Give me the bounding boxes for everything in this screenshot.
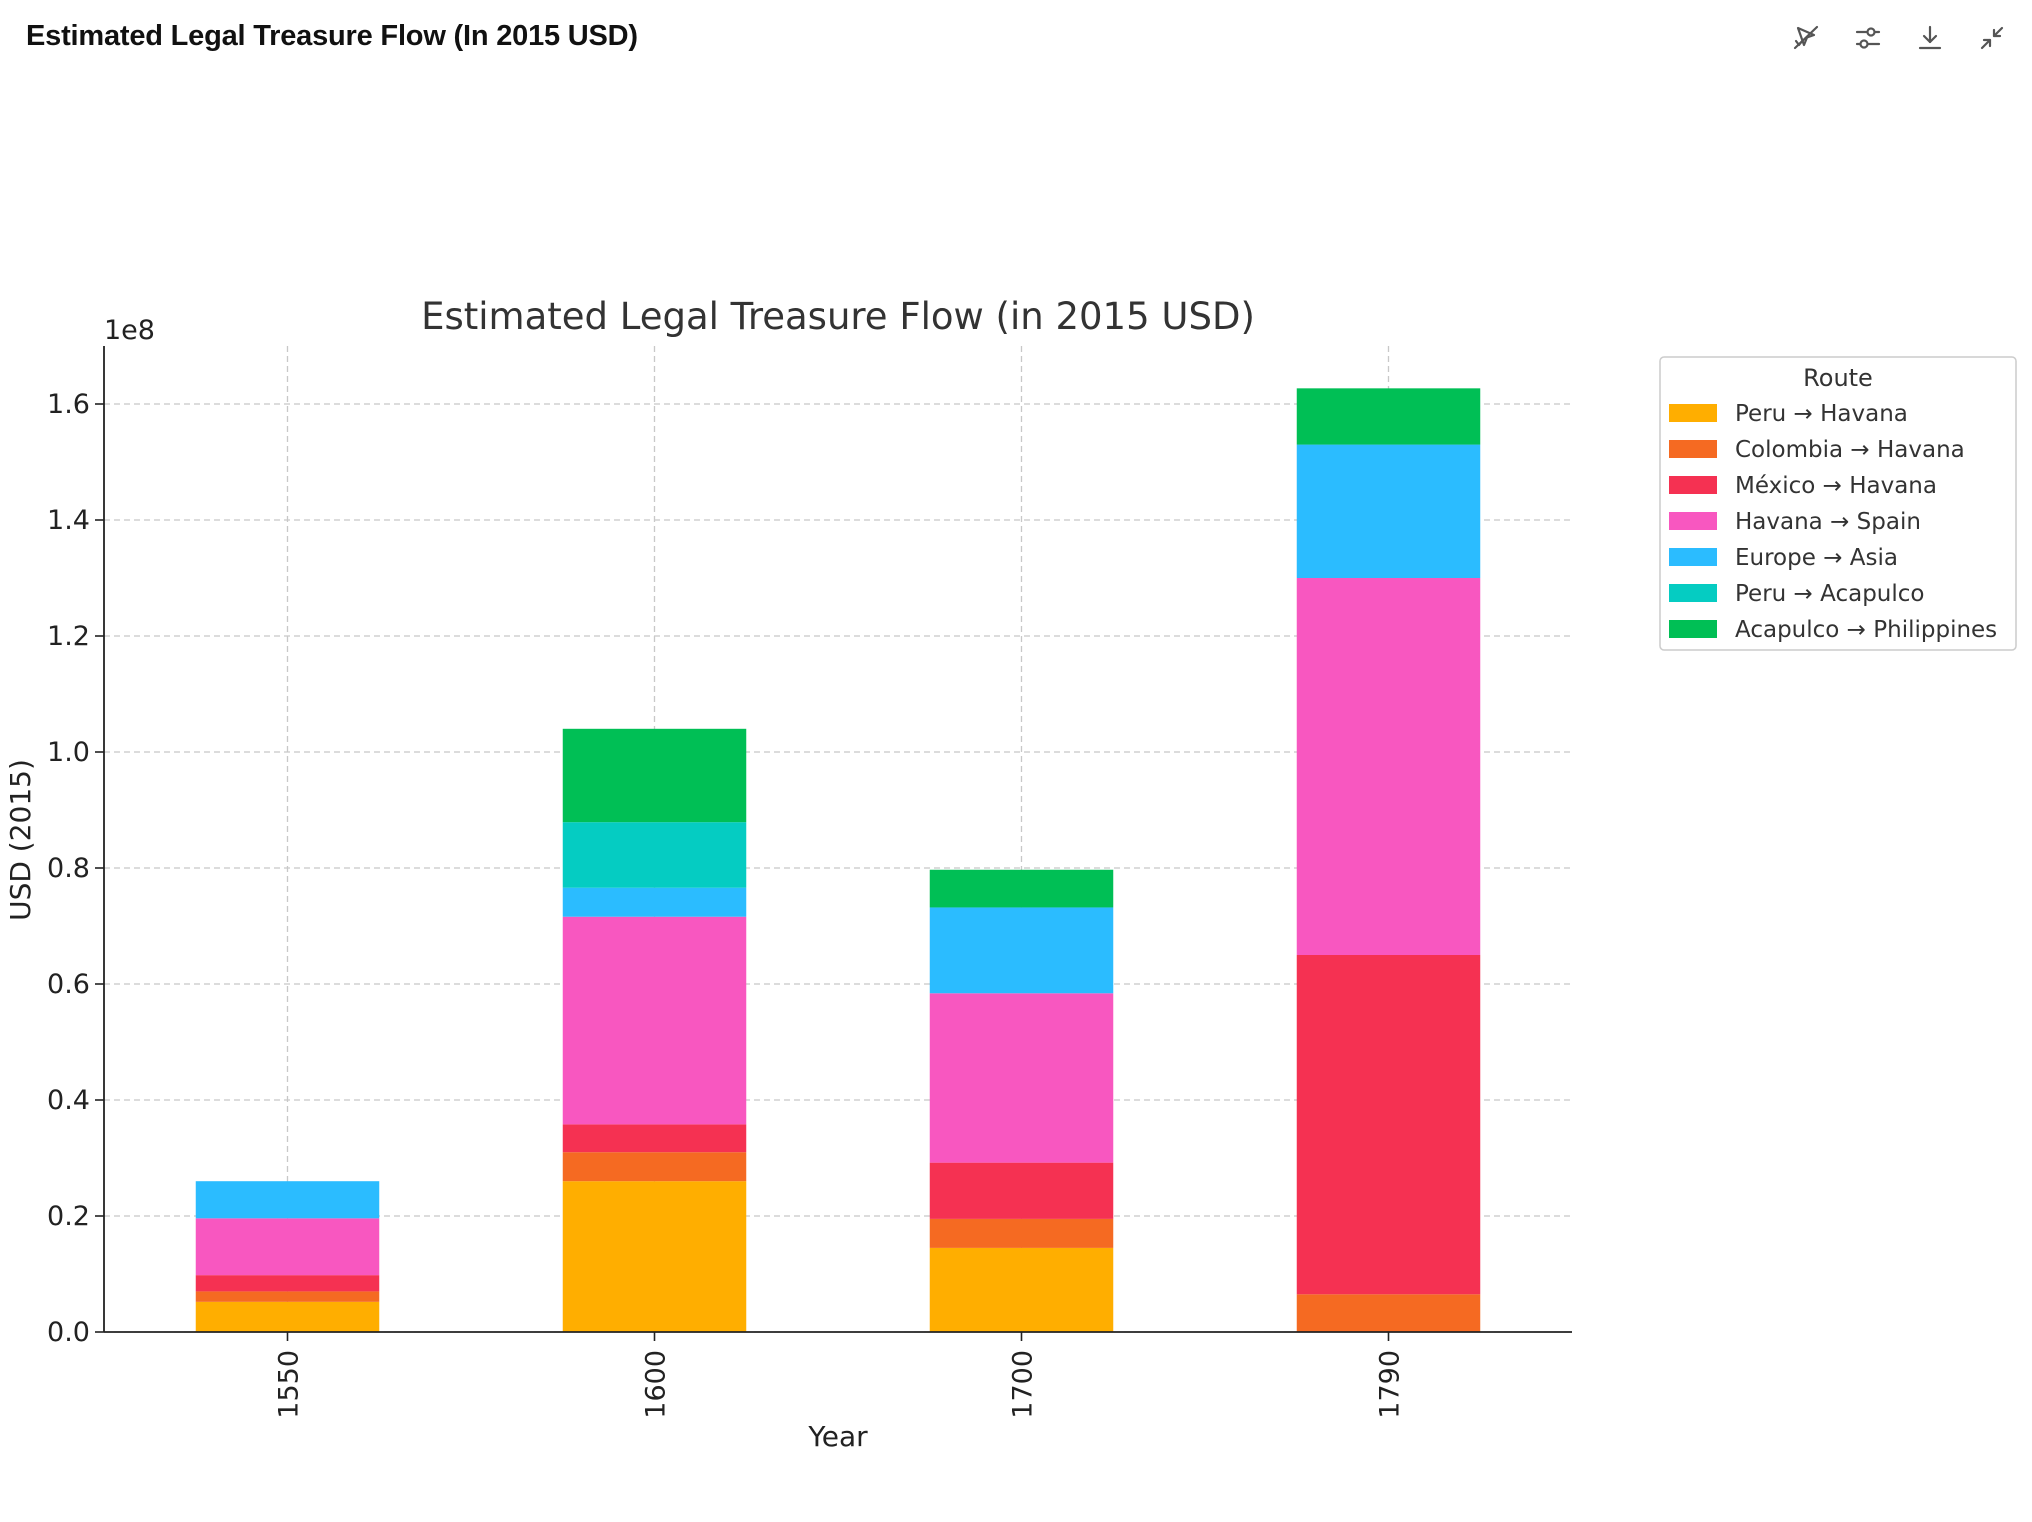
x-tick-label: 1790 xyxy=(1375,1350,1406,1419)
legend-swatch xyxy=(1669,512,1717,530)
bar-segment xyxy=(929,1162,1114,1219)
legend-title: Route xyxy=(1803,364,1873,392)
bar-segment xyxy=(1296,578,1481,955)
bar-segment xyxy=(195,1301,380,1332)
y-tick-label: 0.6 xyxy=(47,969,90,1000)
collapse-arrows-icon xyxy=(1980,26,2004,50)
y-tick-label: 1.2 xyxy=(47,621,90,652)
sliders-icon xyxy=(1855,27,1881,49)
legend-label: Peru → Havana xyxy=(1735,401,1908,427)
bar-segment xyxy=(1296,955,1481,1295)
bar-segment xyxy=(195,1181,380,1219)
interactive-toggle-button[interactable] xyxy=(1786,18,1826,58)
y-tick-label: 1.4 xyxy=(47,505,90,536)
bar-segment xyxy=(562,1152,747,1182)
y-tick-label: 0.8 xyxy=(47,853,90,884)
download-icon xyxy=(1918,25,1942,50)
legend-label: Europe → Asia xyxy=(1735,545,1898,571)
x-axis-label: Year xyxy=(807,1420,868,1453)
x-tick-label: 1550 xyxy=(274,1350,305,1419)
axes-group: 0.0 0.2 0.4 0.6 0.8 1.0 1.2 1.4 1.6 1550 1600 1700 1… xyxy=(47,346,1572,1419)
y-tick-label: 1.6 xyxy=(47,389,90,420)
legend-swatch xyxy=(1669,476,1717,494)
bar-segment xyxy=(562,822,747,888)
legend-swatch xyxy=(1669,404,1717,422)
download-button[interactable] xyxy=(1910,18,1950,58)
legend: Route Peru → Havana Colombia → Havana Méxi… xyxy=(1659,356,2017,651)
customize-button[interactable] xyxy=(1848,18,1888,58)
legend-frame xyxy=(1659,356,2017,651)
bar-segment xyxy=(562,1181,747,1332)
bar-segment xyxy=(195,1218,380,1276)
bar-segment xyxy=(929,993,1114,1163)
y-tick-label: 1.0 xyxy=(47,737,90,768)
y-tick-label: 0.2 xyxy=(47,1201,90,1232)
legend-label: Havana → Spain xyxy=(1735,509,1921,535)
x-tick-label: 1700 xyxy=(1008,1350,1039,1419)
y-tick-label: 0.4 xyxy=(47,1085,90,1116)
bar-segment xyxy=(562,916,747,1125)
chart-header-bar: Estimated Legal Treasure Flow (In 2015 U… xyxy=(0,0,2032,80)
bar-segment xyxy=(1296,388,1481,445)
bar-segment xyxy=(562,728,747,823)
legend-swatch xyxy=(1669,548,1717,566)
bar-segment xyxy=(929,907,1114,994)
bar-segment xyxy=(929,1218,1114,1248)
y-axis-label: USD (2015) xyxy=(4,759,37,921)
legend-label: México → Havana xyxy=(1735,473,1937,499)
bar-segment xyxy=(562,887,747,917)
x-tick-label: 1600 xyxy=(641,1350,672,1419)
bar-segment xyxy=(195,1275,380,1292)
legend-swatch xyxy=(1669,620,1717,638)
bar-segment xyxy=(1296,444,1481,578)
y-axis-offset-label: 1e8 xyxy=(104,315,155,346)
chart-interactive-off-icon xyxy=(1793,25,1819,50)
collapse-button[interactable] xyxy=(1972,18,2012,58)
y-tick-label: 0.0 xyxy=(47,1317,90,1348)
bar-segment xyxy=(562,1124,747,1153)
bar-segment xyxy=(929,1247,1114,1332)
legend-swatch xyxy=(1669,440,1717,458)
legend-label: Peru → Acapulco xyxy=(1735,581,1924,607)
legend-label: Colombia → Havana xyxy=(1735,437,1965,463)
page-title: Estimated Legal Treasure Flow (In 2015 U… xyxy=(26,20,638,52)
bar-segment xyxy=(195,1291,380,1302)
bars-group xyxy=(195,388,1481,1332)
bar-segment xyxy=(1296,1294,1481,1332)
bar-segment xyxy=(929,869,1114,908)
legend-swatch xyxy=(1669,584,1717,602)
chart-toolbar xyxy=(1786,18,2012,58)
chart-title: Estimated Legal Treasure Flow (in 2015 U… xyxy=(421,295,1255,338)
legend-label: Acapulco → Philippines xyxy=(1735,617,1997,643)
